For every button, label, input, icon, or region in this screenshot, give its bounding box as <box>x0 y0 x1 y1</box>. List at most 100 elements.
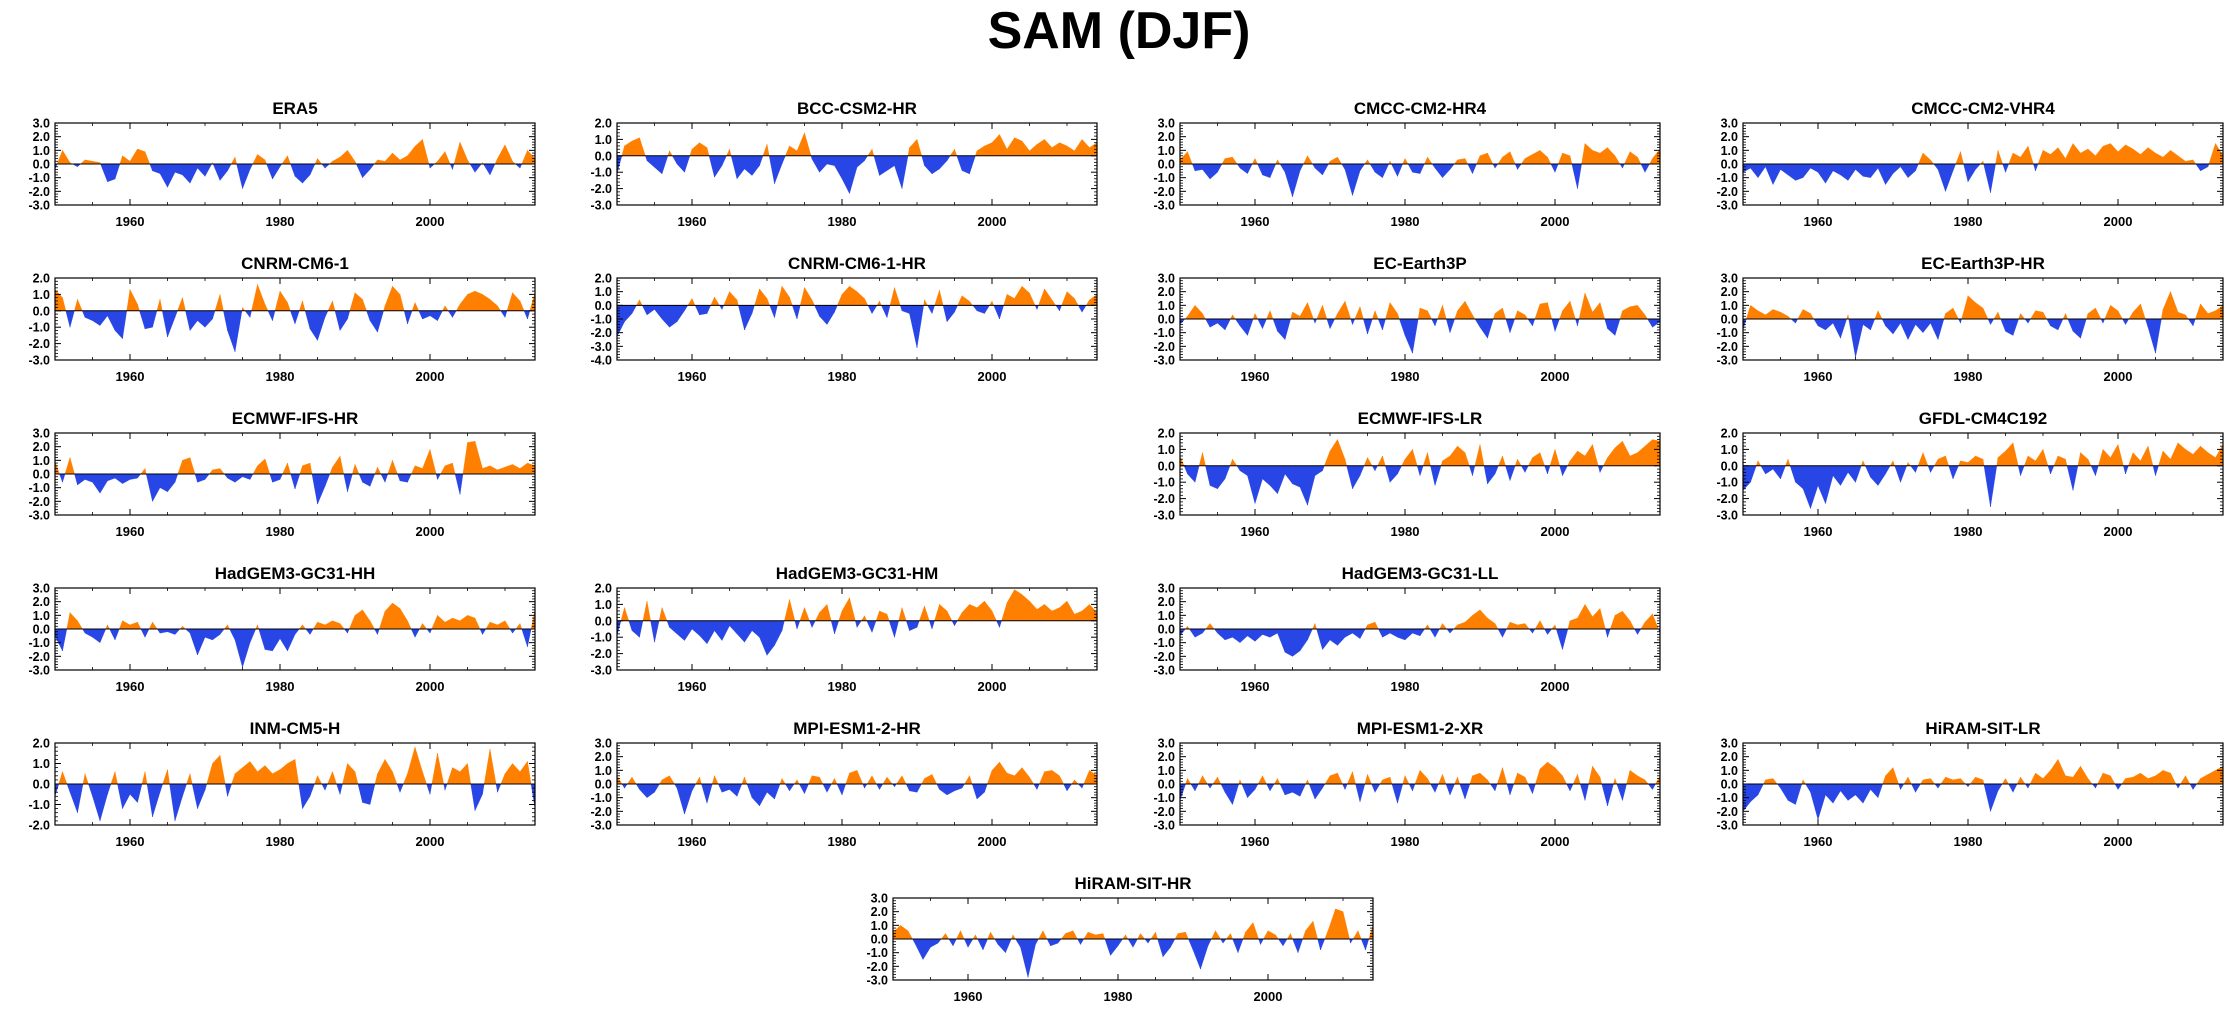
x-tick-label: 2000 <box>416 679 445 694</box>
y-tick-label: 2.0 <box>1158 130 1175 144</box>
x-tick-label: 2000 <box>1541 834 1570 849</box>
x-tick-label: 2000 <box>1541 369 1570 384</box>
positive-anomaly-fill <box>1185 761 1661 785</box>
x-tick-label: 1960 <box>116 214 145 229</box>
negative-anomaly-fill <box>1179 318 1661 354</box>
y-tick-label: -4.0 <box>590 354 612 368</box>
y-tick-label: -2.0 <box>1716 805 1738 819</box>
x-tick-label: 1960 <box>116 679 145 694</box>
y-tick-label: -1.0 <box>1153 171 1175 185</box>
negative-anomaly-fill <box>1179 783 1656 806</box>
x-tick-label: 1960 <box>116 369 145 384</box>
y-tick-label: 1.0 <box>595 133 612 147</box>
panel-bcc-csm2-hr: BCC-CSM2-HR 2.0 1.0 0.0 -1.0 -2.0 -3.0 1960 1980… <box>590 99 1098 229</box>
positive-anomaly-fill <box>620 588 1098 621</box>
y-tick-label: -1.0 <box>1153 791 1175 805</box>
y-tick-label: 0.0 <box>33 304 50 318</box>
y-tick-label: -2.0 <box>590 326 612 340</box>
negative-anomaly-fill <box>1183 465 1604 506</box>
x-tick-label: 1980 <box>1391 369 1420 384</box>
x-tick-label: 2000 <box>978 369 1007 384</box>
y-tick-label: 2.0 <box>33 130 50 144</box>
y-tick-label: 0.0 <box>1158 778 1175 792</box>
y-tick-label: -1.0 <box>1153 326 1175 340</box>
y-tick-label: 2.0 <box>595 272 612 286</box>
y-tick-label: 1.0 <box>33 454 50 468</box>
y-tick-label: -1.0 <box>866 946 888 960</box>
panel-title: HadGEM3-GC31-HM <box>776 564 938 583</box>
x-tick-label: 1960 <box>1241 679 1270 694</box>
positive-anomaly-fill <box>621 132 1098 156</box>
y-tick-label: 3.0 <box>33 117 50 131</box>
panel-cmcc-cm2-hr4: CMCC-CM2-HR4 3.02.01.00.0-1.0-2.0-3.0 1960… <box>1153 99 1661 229</box>
panel-hiram-sit-lr: HiRAM-SIT-LR 3.02.01.00.0-1.0-2.0-3.0 1960… <box>1716 719 2224 849</box>
y-tick-label: -3.0 <box>1153 509 1175 523</box>
y-tick-label: 1.0 <box>33 144 50 158</box>
y-tick-label: 2.0 <box>1721 750 1738 764</box>
negative-anomaly-fill <box>54 783 536 821</box>
x-tick-label: 1980 <box>266 524 295 539</box>
y-tick-label: -2.0 <box>590 182 612 196</box>
positive-anomaly-fill <box>636 285 1098 306</box>
y-tick-label: -3.0 <box>1153 664 1175 678</box>
y-tick-label: 3.0 <box>33 427 50 441</box>
positive-anomaly-fill <box>1179 143 1661 165</box>
y-tick-label: -2.0 <box>866 960 888 974</box>
y-tick-label: 0.0 <box>595 299 612 313</box>
x-tick-label: 2000 <box>416 369 445 384</box>
y-tick-label: 2.0 <box>1158 595 1175 609</box>
y-tick-label: 1.0 <box>1721 144 1738 158</box>
panel-title: EC-Earth3P-HR <box>1921 254 2045 273</box>
x-tick-label: 1980 <box>1104 989 1133 1004</box>
y-tick-label: 0.0 <box>33 158 50 172</box>
negative-anomaly-fill <box>616 155 976 194</box>
panel-title: CMCC-CM2-HR4 <box>1354 99 1487 118</box>
negative-anomaly-fill <box>616 305 1087 348</box>
x-tick-label: 1980 <box>828 834 857 849</box>
y-tick-label: 0.0 <box>871 933 888 947</box>
y-tick-label: -1.0 <box>28 171 50 185</box>
y-tick-label: -3.0 <box>1153 354 1175 368</box>
panel-title: BCC-CSM2-HR <box>797 99 917 118</box>
panel-title: HiRAM-SIT-HR <box>1074 874 1191 893</box>
x-tick-label: 2000 <box>1541 214 1570 229</box>
y-tick-label: 3.0 <box>595 737 612 751</box>
figure-title: SAM (DJF) <box>987 2 1251 60</box>
y-tick-label: -3.0 <box>590 199 612 213</box>
panel-cnrm-cm6-1-hr: CNRM-CM6-1-HR 2.01.00.0-1.0-2.0-3.0-4.0 19… <box>590 254 1098 384</box>
panel-mpi-esm1-2-xr: MPI-ESM1-2-XR 3.02.01.00.0-1.0-2.0-3.0 196… <box>1153 719 1661 849</box>
y-tick-label: 3.0 <box>1721 272 1738 286</box>
x-tick-label: 2000 <box>416 214 445 229</box>
x-tick-label: 1960 <box>678 834 707 849</box>
y-tick-label: 0.0 <box>595 614 612 628</box>
y-tick-label: -2.0 <box>28 337 50 351</box>
y-tick-label: 1.0 <box>871 919 888 933</box>
positive-anomaly-fill <box>1746 291 2224 320</box>
y-tick-label: 2.0 <box>1721 427 1738 441</box>
y-tick-label: 2.0 <box>33 272 50 286</box>
panel-ecmwf-ifs-hr: ECMWF-IFS-HR 3.02.01.00.0-1.0-2.0-3.0 1960… <box>28 409 536 539</box>
y-tick-label: 0.0 <box>33 468 50 482</box>
positive-anomaly-fill <box>1918 142 2224 165</box>
panel-frame <box>616 587 1098 671</box>
y-tick-label: 1.0 <box>1721 764 1738 778</box>
panel-gfdl-cm4c192: GFDL-CM4C192 2.0 1.0 0.0 -1.0 -2.0 -3.0 1960 198… <box>1716 409 2224 539</box>
panel-ec-earth3p: EC-Earth3P 3.02.01.00.0-1.0-2.0-3.0 1960 19… <box>1153 254 1661 384</box>
panel-inm-cm5-h: INM-CM5-H 2.0 1.0 0.0 -1.0 -2.0 1960 1980 2000 <box>28 719 536 849</box>
y-tick-label: 3.0 <box>33 582 50 596</box>
y-tick-label: -2.0 <box>1716 340 1738 354</box>
y-tick-label: 1.0 <box>33 757 50 771</box>
x-tick-label: 1960 <box>1804 214 1833 229</box>
y-tick-label: -1.0 <box>28 798 50 812</box>
y-tick-label: -3.0 <box>28 199 50 213</box>
y-tick-label: 2.0 <box>1721 285 1738 299</box>
y-tick-label: 0.0 <box>1158 158 1175 172</box>
x-tick-label: 1980 <box>1391 524 1420 539</box>
y-tick-label: -2.0 <box>28 650 50 664</box>
y-tick-label: -3.0 <box>28 664 50 678</box>
panel-title: CNRM-CM6-1 <box>241 254 349 273</box>
x-tick-label: 2000 <box>1254 989 1283 1004</box>
y-tick-label: -2.0 <box>1153 185 1175 199</box>
x-tick-label: 1960 <box>116 834 145 849</box>
x-tick-label: 1980 <box>1391 834 1420 849</box>
